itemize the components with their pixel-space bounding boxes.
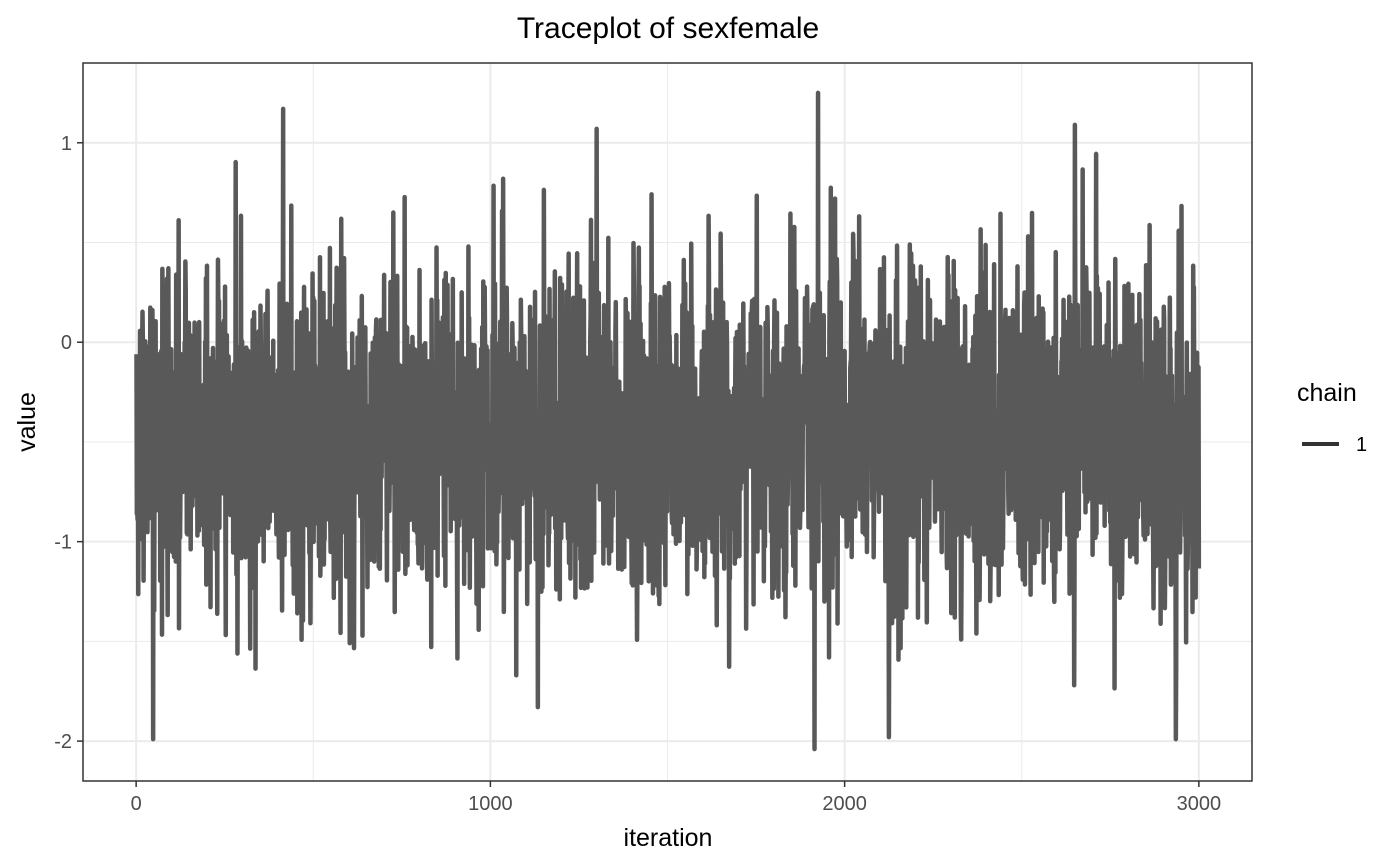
legend-title: chain: [1297, 379, 1357, 407]
plot-panel: [82, 62, 1253, 782]
x-axis-title: iteration: [624, 824, 713, 852]
x-tick-label: 1000: [468, 793, 513, 815]
y-tick-label: 0: [61, 332, 72, 354]
y-tick-label: 1: [61, 133, 72, 155]
y-tick-label: -2: [54, 731, 72, 753]
y-tick-label: -1: [54, 532, 72, 554]
x-tick-label: 3000: [1177, 793, 1222, 815]
x-tick-label: 2000: [822, 793, 867, 815]
legend-label: 1: [1356, 434, 1367, 456]
panel-border: [82, 62, 1253, 782]
x-axis-ticks: 0 1000 2000 3000: [131, 781, 1222, 815]
legend: chain 1: [1297, 379, 1367, 456]
x-tick-label: 0: [131, 793, 142, 815]
series-layer: [134, 90, 1202, 752]
y-axis-title: value: [13, 392, 41, 452]
chart-title: Traceplot of sexfemale: [517, 12, 819, 45]
series-line-chain-1: [134, 90, 1202, 752]
y-axis-ticks: -2 -1 0 1: [54, 133, 83, 753]
